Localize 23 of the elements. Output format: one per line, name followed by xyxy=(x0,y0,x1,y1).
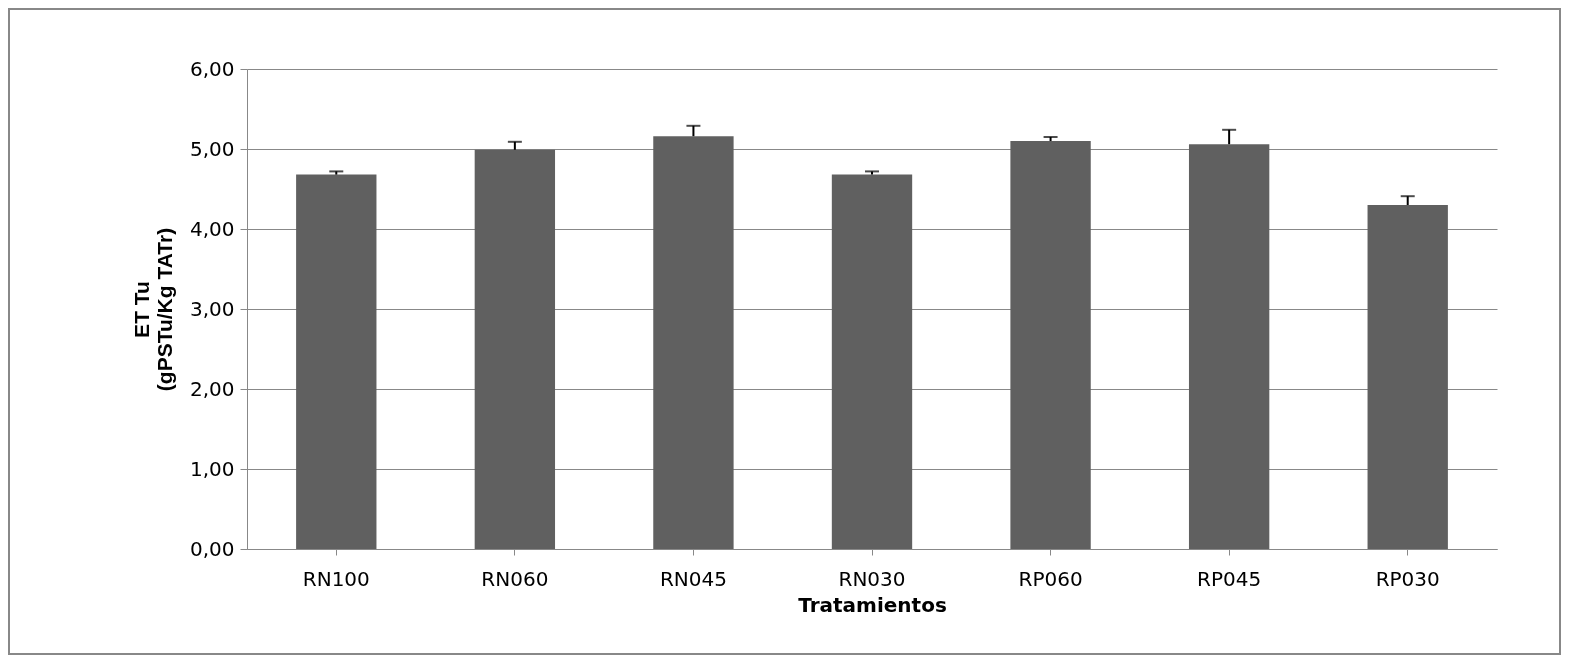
y-tick-label: 3,00 xyxy=(189,296,235,321)
y-axis-title: ET Tu (gPSTu/Kg TATr) xyxy=(129,227,176,392)
x-tick-label: RP045 xyxy=(1197,566,1262,591)
bar xyxy=(831,174,913,549)
bar xyxy=(1367,205,1448,549)
x-tick-label: RP030 xyxy=(1375,566,1440,591)
y-tick-label: 6,00 xyxy=(189,56,235,81)
x-tick-label: RN100 xyxy=(302,566,370,591)
x-tick-label: RN030 xyxy=(838,566,906,591)
y-tick-label: 1,00 xyxy=(189,456,235,481)
bar xyxy=(1188,144,1270,549)
y-tick-label: 2,00 xyxy=(189,376,235,401)
bar xyxy=(1010,141,1091,549)
y-tick-label: 5,00 xyxy=(189,136,235,161)
y-tick-label: 0,00 xyxy=(189,536,235,561)
y-tick-label: 4,00 xyxy=(189,216,235,241)
bar xyxy=(296,174,377,549)
bar xyxy=(653,136,734,549)
x-axis-title: Tratamientos xyxy=(798,592,947,617)
x-tick-label: RN060 xyxy=(481,566,549,591)
bar xyxy=(474,149,556,549)
x-tick-label: RN045 xyxy=(659,566,727,591)
x-tick-label: RP060 xyxy=(1018,566,1083,591)
